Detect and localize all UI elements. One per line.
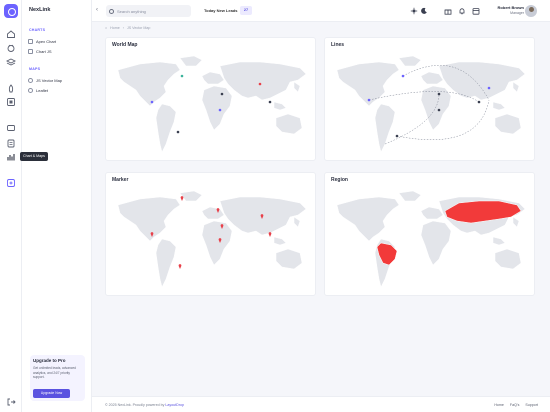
icon-rail	[0, 0, 22, 412]
chart-icon	[28, 48, 33, 54]
card-title: Lines	[331, 42, 345, 48]
rocket-icon[interactable]	[6, 84, 16, 94]
map-marker[interactable]	[437, 108, 441, 112]
brightness-icon[interactable]	[410, 7, 418, 15]
region-map-card: Region	[324, 172, 535, 296]
lines-map[interactable]	[329, 52, 532, 158]
logo-icon[interactable]	[4, 4, 18, 18]
footer-link-faq[interactable]: FaQ's	[509, 403, 520, 407]
map-marker[interactable]	[437, 92, 441, 96]
home-icon[interactable]	[6, 29, 16, 39]
sidebar-item-label: Chart JS	[36, 48, 52, 54]
map-pin-icon[interactable]	[216, 208, 220, 213]
sidebar-item-label: JS Vector Map	[36, 77, 63, 83]
globe-icon	[28, 77, 33, 83]
chevron-right-icon: ›	[122, 26, 124, 30]
sidebar: NexLink CHARTS Apex Chart Chart JS MAPS …	[22, 0, 92, 412]
clipboard-icon[interactable]	[6, 138, 16, 148]
user-role: Manager	[510, 11, 524, 15]
footer-link-support[interactable]: Support	[525, 403, 538, 407]
map-pin-icon[interactable]	[260, 214, 264, 219]
world-map[interactable]	[110, 52, 313, 158]
region-russia[interactable]	[444, 200, 522, 224]
moon-icon[interactable]	[420, 7, 428, 15]
map-pin-icon[interactable]	[150, 232, 154, 237]
search-icon	[109, 8, 114, 14]
upgrade-promo-card: Upgrade to Pro Get unlimited leads, adva…	[30, 355, 85, 401]
map-marker[interactable]	[180, 74, 184, 78]
region-brazil[interactable]	[376, 242, 398, 266]
logout-icon[interactable]	[6, 397, 16, 407]
marker-map-card: Marker	[105, 172, 316, 296]
map-marker[interactable]	[150, 100, 154, 104]
map-marker[interactable]	[218, 108, 222, 112]
sidebar-item-chart-js[interactable]: Chart JS	[28, 46, 86, 56]
map-marker[interactable]	[487, 86, 491, 90]
card-title: Region	[331, 177, 348, 183]
collapse-sidebar-icon[interactable]: ‹	[96, 7, 98, 13]
map-pin-icon[interactable]	[180, 196, 184, 201]
region-map[interactable]	[329, 187, 532, 293]
ticket-icon[interactable]	[6, 123, 16, 133]
chart-icon[interactable]	[6, 152, 16, 162]
powered-by-link[interactable]: LayoutDrop	[165, 403, 184, 407]
copyright-label: © 2025 NexLink. Proudly powered by	[105, 403, 165, 407]
breadcrumb: ⌂ Home › JS Vector Map	[105, 26, 150, 30]
sidebar-item-label: Apex Chart	[36, 38, 57, 44]
footer-link-home[interactable]: Home	[494, 403, 504, 407]
map-pin-icon[interactable]	[178, 264, 182, 269]
calendar-icon[interactable]	[472, 7, 480, 15]
layers-icon[interactable]	[6, 57, 16, 67]
chart-icon	[28, 38, 33, 44]
map-marker[interactable]	[220, 92, 224, 96]
map-marker[interactable]	[395, 134, 399, 138]
globe-icon	[28, 87, 33, 93]
upgrade-now-button[interactable]: Upgrade Now	[33, 389, 70, 398]
plus-square-icon[interactable]	[6, 178, 16, 188]
card-title: World Map	[112, 42, 138, 48]
section-title-maps: MAPS	[29, 67, 41, 71]
sidebar-item-apex-chart[interactable]: Apex Chart	[28, 36, 86, 46]
top-header: ‹ Today New Leads 27 Robert Brown Manage…	[92, 0, 550, 22]
marker-map[interactable]	[110, 187, 313, 293]
box-icon[interactable]	[6, 97, 16, 107]
map-marker[interactable]	[401, 74, 405, 78]
card-title: Marker	[112, 177, 129, 183]
rail-tooltip: Chart & Maps	[20, 152, 48, 161]
gift-icon[interactable]	[444, 7, 452, 15]
connection-line	[402, 65, 490, 101]
brand-name[interactable]: NexLink	[29, 7, 51, 13]
search-input[interactable]	[106, 5, 191, 17]
copyright-text: © 2025 NexLink. Proudly powered by Layou…	[105, 403, 184, 407]
map-pin-icon[interactable]	[220, 224, 224, 229]
map-pin-icon[interactable]	[268, 232, 272, 237]
promo-title: Upgrade to Pro	[33, 358, 66, 363]
bug-icon[interactable]	[6, 43, 16, 53]
map-pin-icon[interactable]	[218, 238, 222, 243]
sidebar-item-js-vector-map[interactable]: JS Vector Map	[28, 75, 86, 85]
map-marker[interactable]	[477, 100, 481, 104]
lines-map-card: Lines	[324, 37, 535, 161]
map-marker[interactable]	[176, 130, 180, 134]
leads-count-badge: 27	[240, 6, 252, 15]
home-icon: ⌂	[105, 26, 108, 30]
avatar[interactable]	[525, 5, 537, 17]
sidebar-item-leaflet[interactable]: Leaflet	[28, 85, 86, 95]
sidebar-item-label: Leaflet	[36, 87, 49, 93]
map-marker[interactable]	[268, 100, 272, 104]
map-marker[interactable]	[258, 82, 262, 86]
connection-line	[384, 93, 440, 145]
promo-text: Get unlimited leads, advanced analytics,…	[33, 366, 76, 379]
leads-label: Today New Leads	[204, 8, 238, 13]
section-title-charts: CHARTS	[29, 28, 46, 32]
breadcrumb-current: JS Vector Map	[126, 26, 151, 30]
world-map-card: World Map	[105, 37, 316, 161]
footer-links: Home FaQ's Support	[494, 403, 538, 407]
footer: © 2025 NexLink. Proudly powered by Layou…	[92, 396, 550, 412]
map-marker[interactable]	[367, 98, 371, 102]
user-name[interactable]: Robert Brown	[497, 5, 524, 10]
bell-icon[interactable]	[458, 7, 466, 15]
breadcrumb-home[interactable]: Home	[110, 26, 120, 30]
